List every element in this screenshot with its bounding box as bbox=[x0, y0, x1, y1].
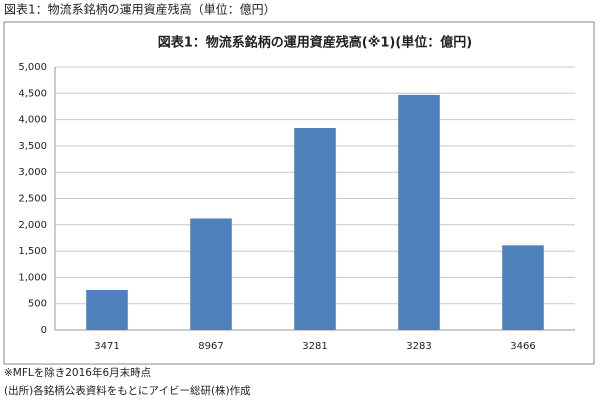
bar bbox=[190, 218, 232, 330]
bar bbox=[86, 290, 128, 330]
y-tick-label: 500 bbox=[28, 299, 47, 310]
caption: 図表1：物流系銘柄の運用資産残高（単位：億円） bbox=[4, 2, 276, 17]
bar bbox=[294, 128, 336, 330]
chart-title: 図表1：物流系銘柄の運用資産残高(※1)(単位：億円) bbox=[158, 35, 473, 51]
y-tick-label: 3,000 bbox=[18, 167, 47, 178]
y-tick-label: 0 bbox=[41, 325, 47, 336]
y-tick-label: 2,500 bbox=[18, 194, 47, 205]
y-tick-label: 4,000 bbox=[18, 115, 47, 126]
footnote: ※MFLを除き2016年6月末時点 bbox=[4, 366, 151, 379]
x-tick-label: 3466 bbox=[510, 341, 535, 352]
y-tick-label: 1,500 bbox=[18, 246, 47, 257]
x-tick-label: 3283 bbox=[406, 341, 431, 352]
y-tick-label: 1,000 bbox=[18, 272, 47, 283]
y-tick-label: 2,000 bbox=[18, 220, 47, 231]
bar bbox=[502, 245, 544, 330]
x-tick-label: 3471 bbox=[94, 341, 119, 352]
x-tick-label: 8967 bbox=[198, 341, 223, 352]
x-tick-label: 3281 bbox=[302, 341, 327, 352]
y-tick-label: 4,500 bbox=[18, 88, 47, 99]
source-note: (出所)各銘柄公表資料をもとにアイビー総研(株)作成 bbox=[4, 384, 251, 397]
y-tick-label: 3,500 bbox=[18, 141, 47, 152]
y-tick-label: 5,000 bbox=[18, 62, 47, 73]
bar bbox=[398, 94, 440, 331]
